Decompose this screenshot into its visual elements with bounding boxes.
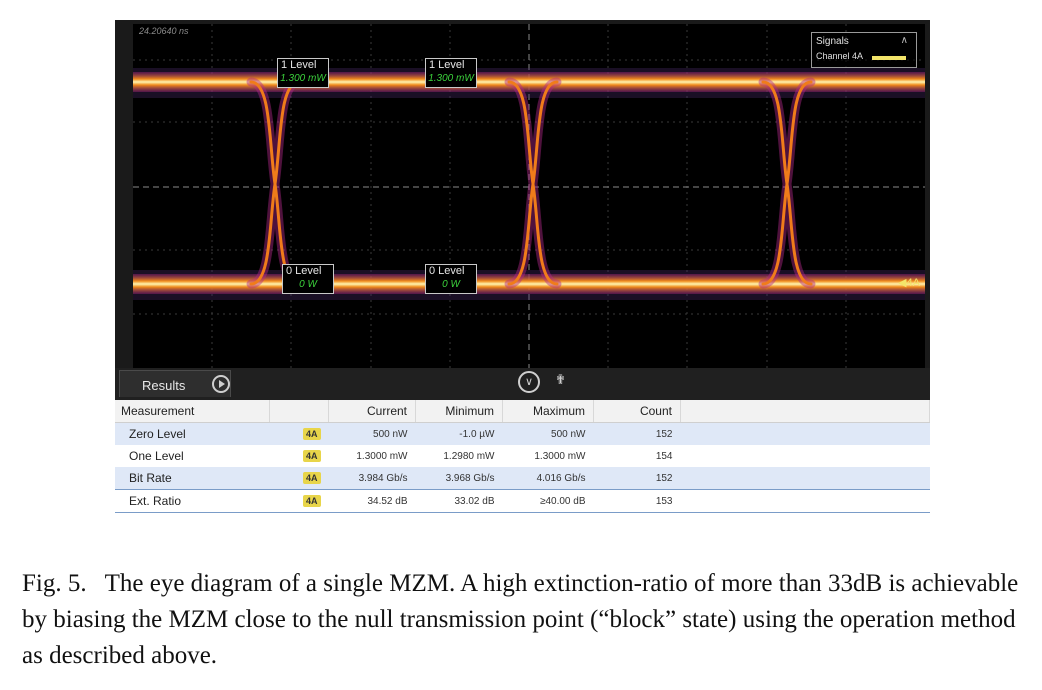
channel-cell: 4A (270, 445, 329, 467)
minimum-value: 33.02 dB (415, 489, 503, 513)
collapse-chevron-icon[interactable]: ∧ (900, 35, 908, 46)
table-row[interactable]: Ext. Ratio 4A 34.52 dB 33.02 dB ≥40.00 d… (115, 489, 930, 513)
channel-badge: 4A (302, 428, 321, 440)
level-title: 0 Level (429, 265, 465, 277)
level-title: 1 Level (281, 59, 317, 71)
signals-panel[interactable]: Signals ∧ Channel 4A (811, 32, 917, 68)
oscilloscope-window: 24.20640 ns 1 Level 1.300 mW 1 Level 1.3… (115, 20, 930, 520)
maximum-value: 1.3000 mW (534, 450, 586, 462)
channel-color-swatch (872, 56, 906, 60)
one-level-marker-right[interactable]: 1 Level 1.300 mW (425, 58, 477, 88)
count-value: 154 (655, 450, 673, 462)
channel-cell: 4A (269, 489, 329, 513)
figure-caption: Fig. 5. The eye diagram of a single MZM. … (22, 566, 1027, 674)
minimum-value: -1.0 µW (415, 422, 503, 445)
level-value: 1.300 mW (428, 73, 474, 84)
current-value: 500 nW (328, 422, 416, 445)
eye-diagram-plot (133, 24, 925, 372)
measurement-name: Bit Rate (115, 467, 270, 490)
zero-level-marker-right[interactable]: 0 Level 0 W (425, 264, 477, 294)
table-header-row: Measurement Current Minimum Maximum Coun… (115, 400, 930, 423)
count-value: 153 (593, 489, 681, 513)
results-tab-label: Results (142, 378, 186, 393)
filler-cell (680, 489, 930, 513)
measurement-table-area: Measurement Current Minimum Maximum Coun… (115, 400, 930, 520)
current-value: 3.984 Gb/s (328, 467, 416, 490)
eye-diagram-display: 24.20640 ns 1 Level 1.300 mW 1 Level 1.3… (133, 24, 925, 372)
level-title: 0 Level (286, 265, 322, 277)
center-axes (133, 24, 925, 372)
tab-results[interactable]: Results (119, 370, 231, 397)
play-icon[interactable] (212, 375, 230, 393)
column-header[interactable]: Minimum (415, 400, 503, 423)
column-header[interactable] (269, 400, 329, 423)
level-value: 1.300 mW (280, 73, 326, 84)
column-header[interactable]: Current (328, 400, 416, 423)
pin-icon[interactable]: ✟ (555, 372, 566, 387)
column-header[interactable]: Count (593, 400, 681, 423)
level-value: 0 W (299, 279, 317, 290)
collapse-double-chevron-icon[interactable]: ∨ (518, 371, 540, 393)
level-value: 0 W (442, 279, 460, 290)
current-value: 34.52 dB (328, 489, 416, 513)
measurement-name: One Level (129, 449, 184, 463)
count-value: 152 (593, 422, 681, 445)
filler-cell (680, 422, 930, 445)
crossing-transitions (246, 77, 816, 289)
timestamp-label: 24.20640 ns (139, 26, 189, 36)
channel-cell: 4A (269, 467, 329, 490)
column-header[interactable]: Measurement (115, 400, 270, 423)
results-toolbar: Results ∨ ✟ (115, 368, 930, 400)
signals-title: Signals (816, 36, 849, 47)
table-row[interactable]: One Level 4A 1.3000 mW 1.2980 mW 1.3000 … (115, 445, 930, 467)
table-row[interactable]: Bit Rate 4A 3.984 Gb/s 3.968 Gb/s 4.016 … (115, 467, 930, 490)
current-value: 1.3000 mW (356, 450, 408, 462)
measurement-name: Zero Level (115, 422, 270, 445)
maximum-value: 500 nW (502, 422, 594, 445)
column-header-filler (680, 400, 930, 423)
caption-text: The eye diagram of a single MZM. A high … (22, 570, 1019, 669)
filler-cell (681, 445, 930, 467)
count-value: 152 (593, 467, 681, 490)
minimum-value: 3.968 Gb/s (415, 467, 503, 490)
zero-level-marker-left[interactable]: 0 Level 0 W (282, 264, 334, 294)
level-title: 1 Level (429, 59, 465, 71)
minimum-value: 1.2980 mW (443, 450, 495, 462)
measurement-table: Measurement Current Minimum Maximum Coun… (115, 400, 930, 513)
channel-marker: ◀4A (898, 277, 920, 289)
one-level-marker-left[interactable]: 1 Level 1.300 mW (277, 58, 329, 88)
figure-label: Fig. 5. (22, 570, 87, 597)
measurement-name: Ext. Ratio (115, 489, 270, 513)
column-header[interactable]: Maximum (502, 400, 594, 423)
filler-cell (680, 467, 930, 490)
signals-channel: Channel 4A (816, 51, 864, 61)
table-row[interactable]: Zero Level 4A 500 nW -1.0 µW 500 nW 152 (115, 422, 930, 445)
channel-badge: 4A (302, 495, 321, 507)
channel-badge: 4A (302, 450, 321, 462)
channel-cell: 4A (269, 422, 329, 445)
maximum-value: ≥40.00 dB (502, 489, 594, 513)
channel-badge: 4A (302, 472, 321, 484)
maximum-value: 4.016 Gb/s (502, 467, 594, 490)
channel-marker-label: 4A (906, 277, 920, 289)
one-level-trace (133, 72, 925, 92)
